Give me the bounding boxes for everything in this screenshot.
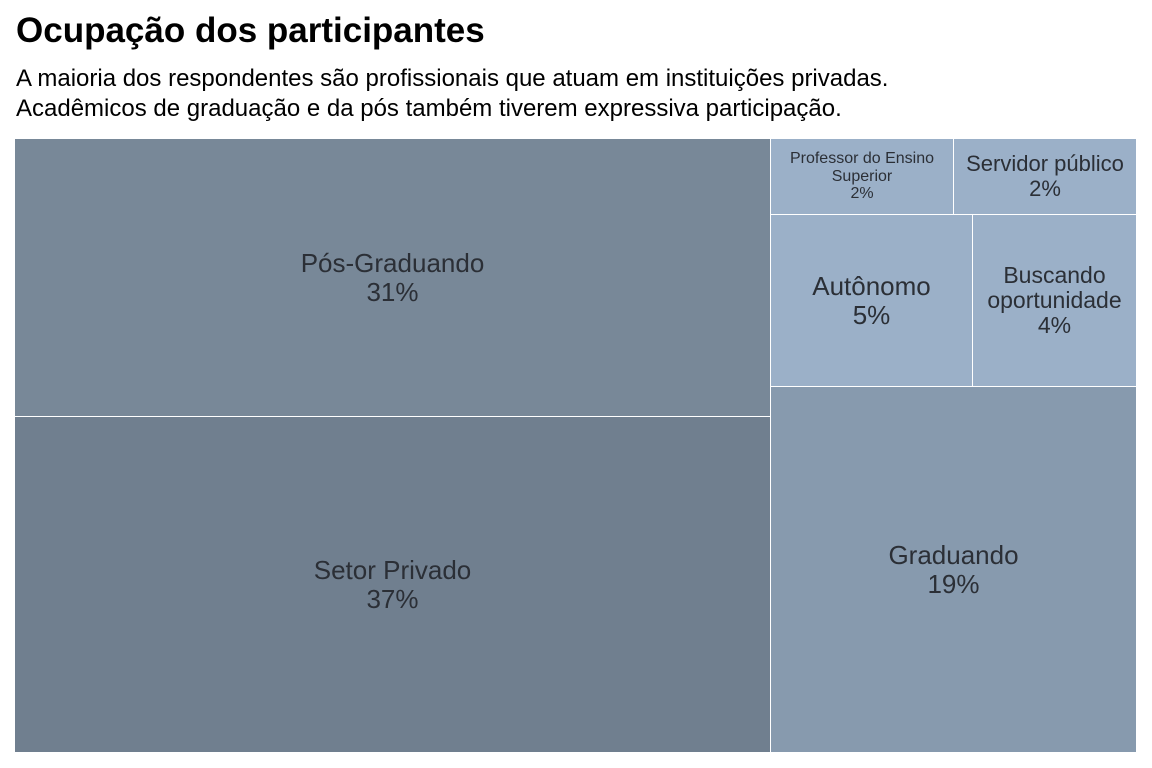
treemap-tile-graduando: Graduando 19% (771, 387, 1136, 752)
chart-subtitle: A maioria dos respondentes são profissio… (16, 64, 888, 124)
tile-value: 37% (366, 583, 419, 614)
tile-label: Servidor público (966, 151, 1124, 177)
tile-value: 2% (1029, 175, 1061, 201)
chart-title: Ocupação dos participantes (16, 11, 485, 50)
tile-value: 5% (852, 299, 891, 330)
tile-label: Professor do Ensino Superior (789, 150, 935, 185)
tile-value: 2% (850, 185, 874, 203)
tile-value: 4% (1037, 312, 1072, 339)
treemap-tile-professor-do-ensino-superior: Professor do Ensino Superior 2% (771, 139, 953, 214)
treemap-tile-buscando-oportunidade: Buscando oportunidade 4% (973, 215, 1136, 386)
tile-label: Setor Privado (313, 554, 472, 585)
tile-label: Graduando (888, 539, 1019, 570)
subtitle-line-2: Acadêmicos de graduação e da pós também … (16, 95, 842, 122)
tile-label: Autônomo (812, 270, 931, 301)
subtitle-line-1: A maioria dos respondentes são profissio… (16, 65, 889, 92)
tile-value: 19% (927, 568, 980, 599)
tile-value: 31% (366, 276, 419, 307)
tile-label: Pós-Graduando (300, 247, 485, 278)
treemap-tile-servidor-publico: Servidor público 2% (954, 139, 1136, 214)
tile-label: Buscando oportunidade (987, 261, 1122, 313)
treemap-tile-setor-privado: Setor Privado 37% (15, 417, 770, 752)
treemap-chart: Setor Privado 37% Pós-Graduando 31% Graduand… (15, 139, 1136, 752)
treemap-tile-pos-graduando: Pós-Graduando 31% (15, 139, 770, 416)
treemap-tile-autonomo: Autônomo 5% (771, 215, 972, 386)
